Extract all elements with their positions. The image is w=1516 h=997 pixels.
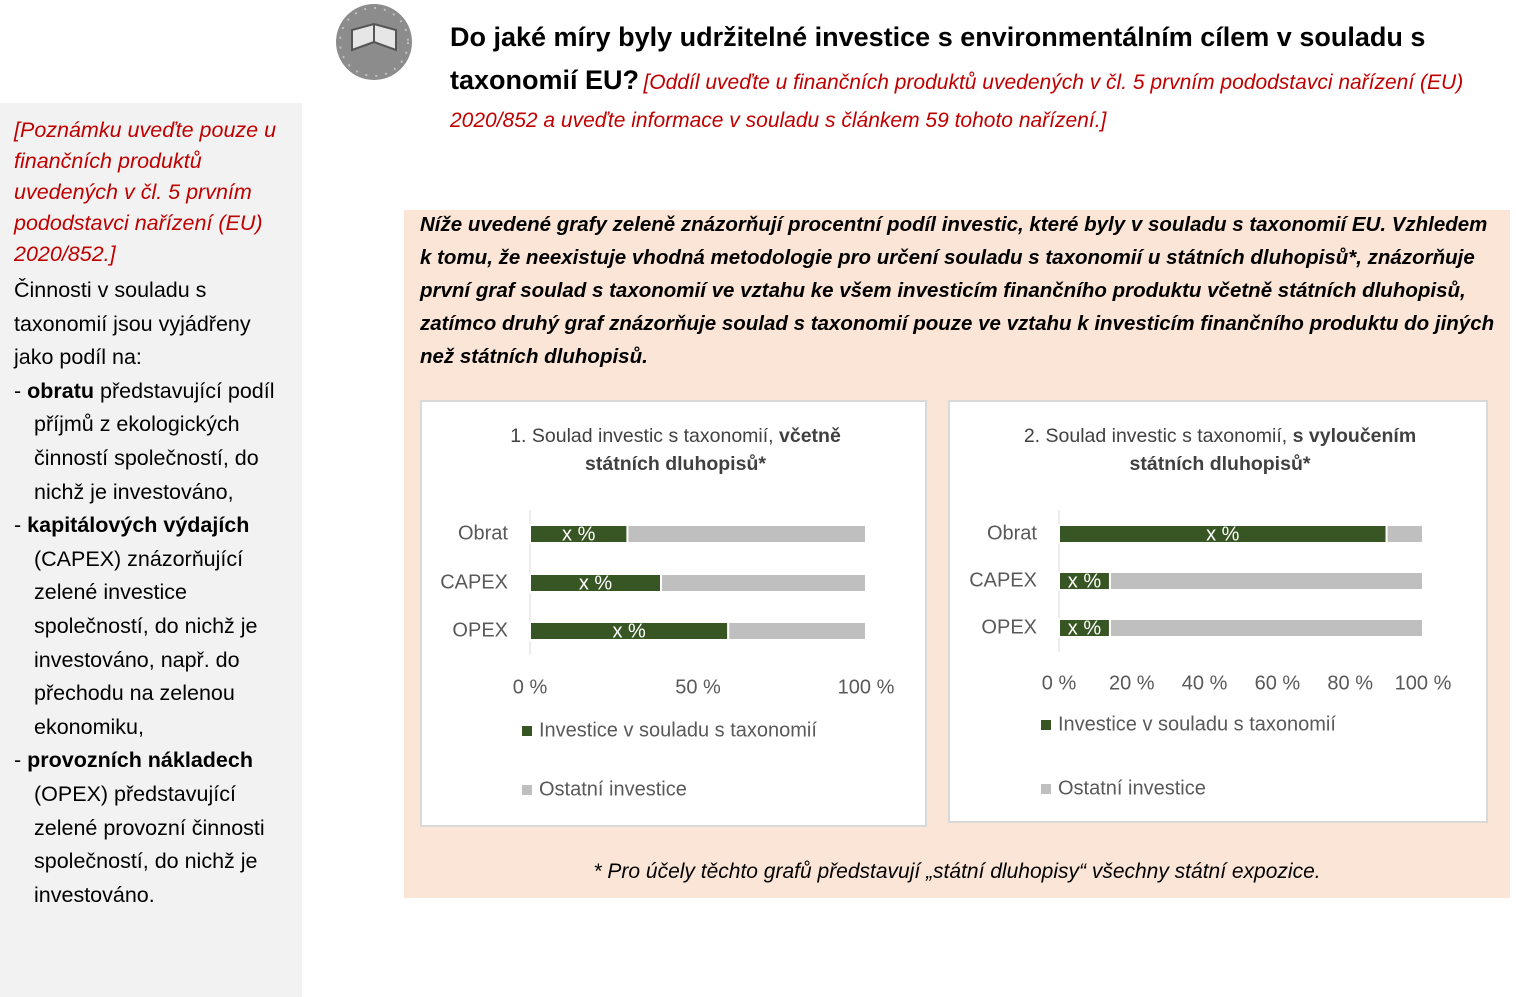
header-title: Do jaké míry byly udržitelné investice s…	[450, 22, 1426, 95]
header-note: [Oddíl uveďte u finančních produktů uved…	[450, 71, 1464, 132]
x-tick-label: 0 %	[513, 676, 548, 698]
chart-title-bold: s vyloučením státních dluhopisů*	[1129, 425, 1417, 475]
bar-segment	[660, 573, 867, 593]
y-tick-label: Obrat	[458, 522, 508, 544]
logo	[336, 4, 412, 80]
legend-label: Ostatní investice	[1058, 777, 1206, 799]
legend-label: Investice v souladu s taxonomií	[539, 719, 817, 741]
x-tick-label: 50 %	[675, 676, 721, 698]
value-label: x %	[1206, 523, 1240, 545]
legend-swatch	[1041, 784, 1051, 794]
item-text: (CAPEX) znázorňující zelené investice sp…	[34, 546, 258, 739]
item-bold: provozních nákladech	[27, 748, 253, 773]
bullet: -	[14, 378, 22, 403]
bar-segment	[727, 621, 867, 641]
bar-segment	[626, 524, 867, 544]
x-tick-label: 100 %	[1395, 672, 1452, 694]
chart: 0 % 20 % 40 % 60 % 80 % 100 % Obrat x % CAPEX x %…	[969, 510, 1452, 799]
list-item: - provozních nákladech (OPEX) představuj…	[14, 744, 292, 912]
legend-swatch	[1041, 720, 1051, 730]
legend-label: Investice v souladu s taxonomií	[1058, 713, 1336, 735]
chart-title-bold: včetně státních dluhopisů*	[585, 425, 841, 475]
chart-box: 1. Soulad investic s taxonomií, včetně s…	[420, 400, 927, 827]
value-label: x %	[579, 572, 613, 594]
chart-title-text: 1. Soulad investic s taxonomií,	[510, 425, 774, 447]
sidebar: [Poznámku uveďte pouze u finančních prod…	[0, 103, 302, 997]
list-item: - kapitálových výdajích (CAPEX) znázorňu…	[14, 509, 292, 744]
intro-text: Níže uvedené grafy zeleně znázorňují pro…	[420, 213, 1495, 368]
y-tick-label: Obrat	[987, 522, 1037, 544]
x-tick-label: 80 %	[1327, 672, 1373, 694]
bar-segment	[1385, 524, 1425, 544]
sidebar-list: - obratu představující podíl příjmů z ek…	[14, 375, 292, 913]
bar-segment	[1108, 618, 1425, 638]
chart: 0 % 50 % 100 % Obrat x % CAPEX x % OPEX x % Inves…	[440, 510, 895, 800]
legend-swatch	[522, 785, 532, 795]
legend-swatch	[522, 726, 532, 736]
chart-box: 2. Soulad investic s taxonomií, s vylouč…	[948, 400, 1488, 823]
x-tick-label: 0 %	[1042, 672, 1077, 694]
y-tick-label: CAPEX	[969, 569, 1037, 591]
y-tick-label: OPEX	[452, 619, 508, 641]
header: Do jaké míry byly udržitelné investice s…	[450, 18, 1516, 142]
chart-title-text: 2. Soulad investic s taxonomií,	[1023, 425, 1288, 447]
x-tick-label: 60 %	[1255, 672, 1301, 694]
x-tick-label: 100 %	[838, 676, 895, 698]
item-bold: obratu	[27, 378, 95, 403]
bar-segment	[1108, 571, 1425, 591]
x-tick-label: 40 %	[1182, 672, 1228, 694]
value-label: x %	[1068, 570, 1102, 592]
item-text: představující podíl příjmů z ekologickýc…	[34, 378, 275, 504]
y-tick-label: OPEX	[981, 616, 1037, 638]
list-item: - obratu představující podíl příjmů z ek…	[14, 375, 292, 509]
legend-label: Ostatní investice	[539, 778, 687, 800]
item-text: (OPEX) představující zelené provozní čin…	[34, 781, 265, 907]
item-bold: kapitálových výdajích	[27, 513, 250, 538]
value-label: x %	[562, 523, 596, 545]
footnote: * Pro účely těchto grafů představují „st…	[593, 860, 1321, 883]
bullet: -	[14, 748, 22, 773]
sidebar-intro: Činnosti v souladu s taxonomií jsou vyjá…	[14, 278, 251, 370]
sidebar-note: [Poznámku uveďte pouze u finančních prod…	[14, 118, 277, 266]
chart-title: 2. Soulad investic s taxonomií, s vylouč…	[1000, 422, 1440, 478]
y-tick-label: CAPEX	[440, 571, 508, 593]
value-label: x %	[612, 620, 646, 642]
value-label: x %	[1068, 617, 1102, 639]
bullet: -	[14, 513, 22, 538]
chart-title: 1. Soulad investic s taxonomií, včetně s…	[486, 422, 866, 478]
x-tick-label: 20 %	[1109, 672, 1155, 694]
